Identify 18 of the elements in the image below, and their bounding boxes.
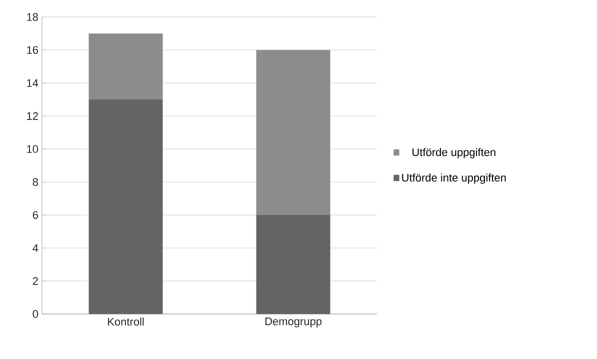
legend-label: Utförde inte uppgiften: [402, 174, 506, 184]
y-tick-label: 18: [27, 13, 38, 21]
x-tick-label: Kontroll: [108, 318, 144, 326]
bar: [256, 50, 330, 215]
y-tick-label: 0: [32, 310, 38, 318]
legend-label: Utförde uppgiften: [412, 148, 496, 158]
bar: [88, 34, 163, 100]
y-tick-label: 6: [32, 211, 38, 219]
y-tick-label: 2: [32, 277, 38, 285]
y-tick-label: 8: [32, 178, 38, 186]
y-tick-label: 12: [27, 112, 38, 120]
y-tick-label: 4: [32, 244, 38, 252]
y-tick-label: 10: [27, 145, 38, 153]
bar: [88, 100, 163, 314]
y-tick-label: 14: [27, 79, 38, 87]
y-tick-label: 16: [27, 46, 38, 54]
bar: [256, 215, 330, 314]
x-tick-label: Demogrupp: [265, 318, 322, 328]
